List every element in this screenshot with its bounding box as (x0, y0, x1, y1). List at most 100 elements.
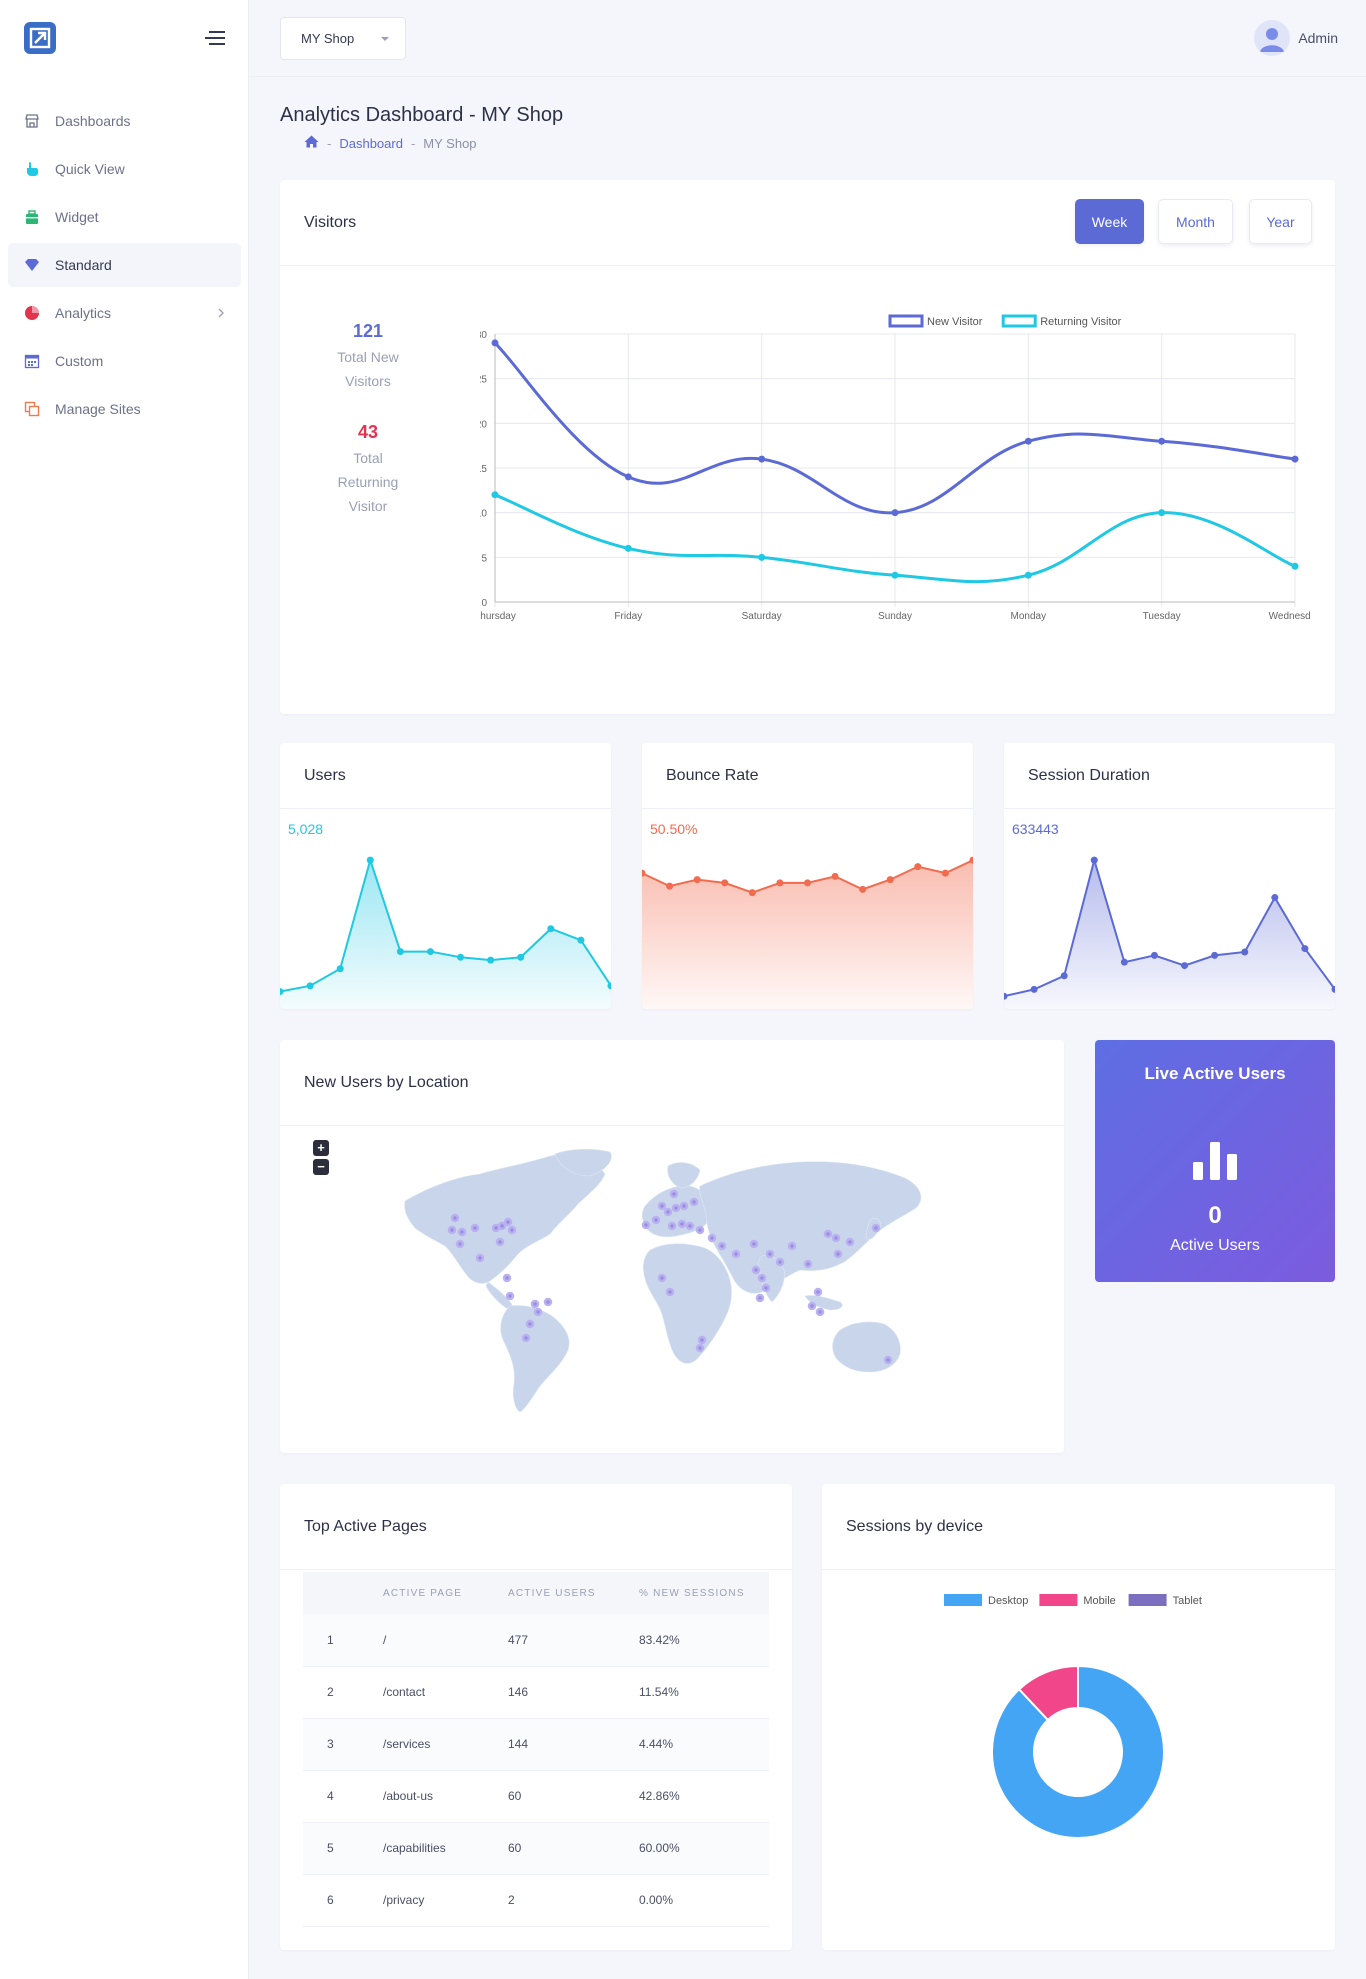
data-point (1024, 437, 1032, 445)
session-duration-sparkline (1004, 856, 1335, 1009)
session-duration-title: Session Duration (1028, 766, 1150, 784)
zoom-out-button[interactable]: − (313, 1159, 329, 1175)
donut-slice-mobile (1017, 1664, 1079, 1722)
data-point (1291, 455, 1299, 463)
sidebar-item-widget[interactable]: Widget (8, 195, 241, 239)
data-point (1024, 571, 1032, 579)
topbar: MY Shop Admin (249, 0, 1366, 77)
bounce-rate-sparkline (642, 856, 973, 1009)
sparkline-point (607, 982, 611, 990)
sidebar-item-standard[interactable]: Standard (8, 243, 241, 287)
sparkline-point (748, 889, 756, 897)
data-point (624, 544, 632, 552)
table-row[interactable]: 2 /contact 146 11.54% (303, 1666, 769, 1719)
sparkline-area (642, 860, 973, 1009)
home-icon[interactable] (304, 135, 319, 151)
data-point (891, 509, 899, 517)
data-point (1158, 509, 1166, 517)
sidebar-nav: Dashboards Quick View Widget Standard An… (8, 99, 241, 435)
cell-rank: 3 (303, 1718, 383, 1771)
user-menu[interactable]: Admin (1254, 20, 1338, 56)
sparkline-point (804, 879, 811, 887)
table-row[interactable]: 1 / 477 83.42% (303, 1614, 769, 1667)
legend-swatch (1039, 1594, 1078, 1606)
calendar-icon (24, 353, 40, 369)
tab-year[interactable]: Year (1249, 199, 1312, 244)
x-tick-label: Friday (614, 611, 642, 622)
legend-swatch (888, 314, 924, 328)
sparkline-point (1060, 972, 1068, 980)
cell-page: /capabilities (383, 1822, 508, 1875)
sidebar-item-manage-sites[interactable]: Manage Sites (8, 387, 241, 431)
tab-month[interactable]: Month (1158, 199, 1233, 244)
sessions-device-card: Sessions by device Desktop Mobile Tablet (822, 1484, 1335, 1950)
sparkline-line (1004, 856, 1335, 998)
sparkline-point (859, 885, 867, 893)
users-title: Users (304, 766, 346, 784)
sidebar-item-dashboards[interactable]: Dashboards (8, 99, 241, 143)
bounce-rate-card: Bounce Rate 50.50% (642, 743, 973, 1009)
breadcrumb-separator: - (410, 135, 416, 151)
new-visitors-label: Total New Visitors (337, 349, 399, 389)
cell-rank: 2 (303, 1666, 383, 1719)
briefcase-icon (24, 209, 40, 225)
session-duration-value: 633443 (1012, 821, 1059, 837)
sidebar-item-custom[interactable]: Custom (8, 339, 241, 383)
cell-page: /contact (383, 1666, 508, 1719)
x-tick-label: Wednesday (1269, 611, 1310, 622)
sidebar: Dashboards Quick View Widget Standard An… (0, 0, 249, 1979)
table-row[interactable]: 5 /capabilities 60 60.00% (303, 1822, 769, 1875)
sparkline-point (1301, 945, 1309, 953)
breadcrumb-link[interactable]: Dashboard (339, 135, 403, 151)
sessions-device-title: Sessions by device (846, 1517, 983, 1535)
y-tick-label: 10 (480, 509, 487, 520)
cell-sessions: 60.00% (639, 1822, 769, 1875)
greenland-shape (554, 1148, 612, 1177)
location-map-card: New Users by Location + − (280, 1040, 1064, 1453)
shop-select[interactable]: MY Shop (280, 17, 406, 60)
sparkline-point (941, 869, 949, 877)
pie-chart-icon (24, 305, 40, 321)
new-visitors-count: 121 (352, 321, 384, 341)
sparkline-point (457, 953, 465, 961)
africa-shape (643, 1243, 732, 1364)
sparkline-point (1211, 951, 1219, 959)
legend-label: Desktop (988, 1595, 1028, 1607)
live-count: 0 (1208, 1202, 1222, 1229)
legend-label: Returning Visitor (1040, 316, 1121, 328)
cell-sessions: 83.42% (639, 1614, 769, 1667)
chevron-right-icon (217, 306, 225, 324)
world-map[interactable] (400, 1146, 930, 1416)
app-logo[interactable] (24, 22, 56, 54)
card-header: Bounce Rate (642, 743, 973, 809)
card-header: Sessions by device (822, 1484, 1335, 1570)
tab-week[interactable]: Week (1075, 199, 1144, 244)
scandinavia-shape (667, 1162, 701, 1189)
copy-icon (24, 401, 40, 417)
sidebar-item-analytics[interactable]: Analytics (8, 291, 241, 335)
cell-rank: 4 (303, 1770, 383, 1823)
cell-sessions: 0.00% (639, 1874, 769, 1927)
menu-toggle-icon[interactable] (205, 30, 225, 46)
sparkline-point (831, 872, 839, 880)
avatar (1254, 20, 1291, 56)
data-point (491, 491, 499, 499)
cell-users: 144 (508, 1718, 639, 1771)
table-row[interactable]: 4 /about-us 60 42.86% (303, 1770, 769, 1823)
cell-page: /about-us (383, 1770, 508, 1823)
sidebar-item-label: Standard (55, 257, 112, 273)
sparkline-point (1004, 992, 1008, 1000)
sparkline-point (693, 876, 701, 884)
south-america-shape (500, 1305, 570, 1413)
table-row[interactable]: 3 /services 144 4.44% (303, 1718, 769, 1771)
table-row[interactable]: 6 /privacy 2 0.00% (303, 1874, 769, 1927)
zoom-in-button[interactable]: + (313, 1140, 329, 1156)
caret-down-icon (381, 37, 389, 41)
sidebar-item-quick-view[interactable]: Quick View (8, 147, 241, 191)
data-point (624, 473, 632, 481)
cell-page: /privacy (383, 1874, 508, 1927)
x-tick-label: Saturday (742, 611, 782, 622)
top-pages-title: Top Active Pages (304, 1517, 427, 1535)
legend-label: Tablet (1173, 1595, 1202, 1607)
x-tick-label: Monday (1011, 611, 1047, 622)
